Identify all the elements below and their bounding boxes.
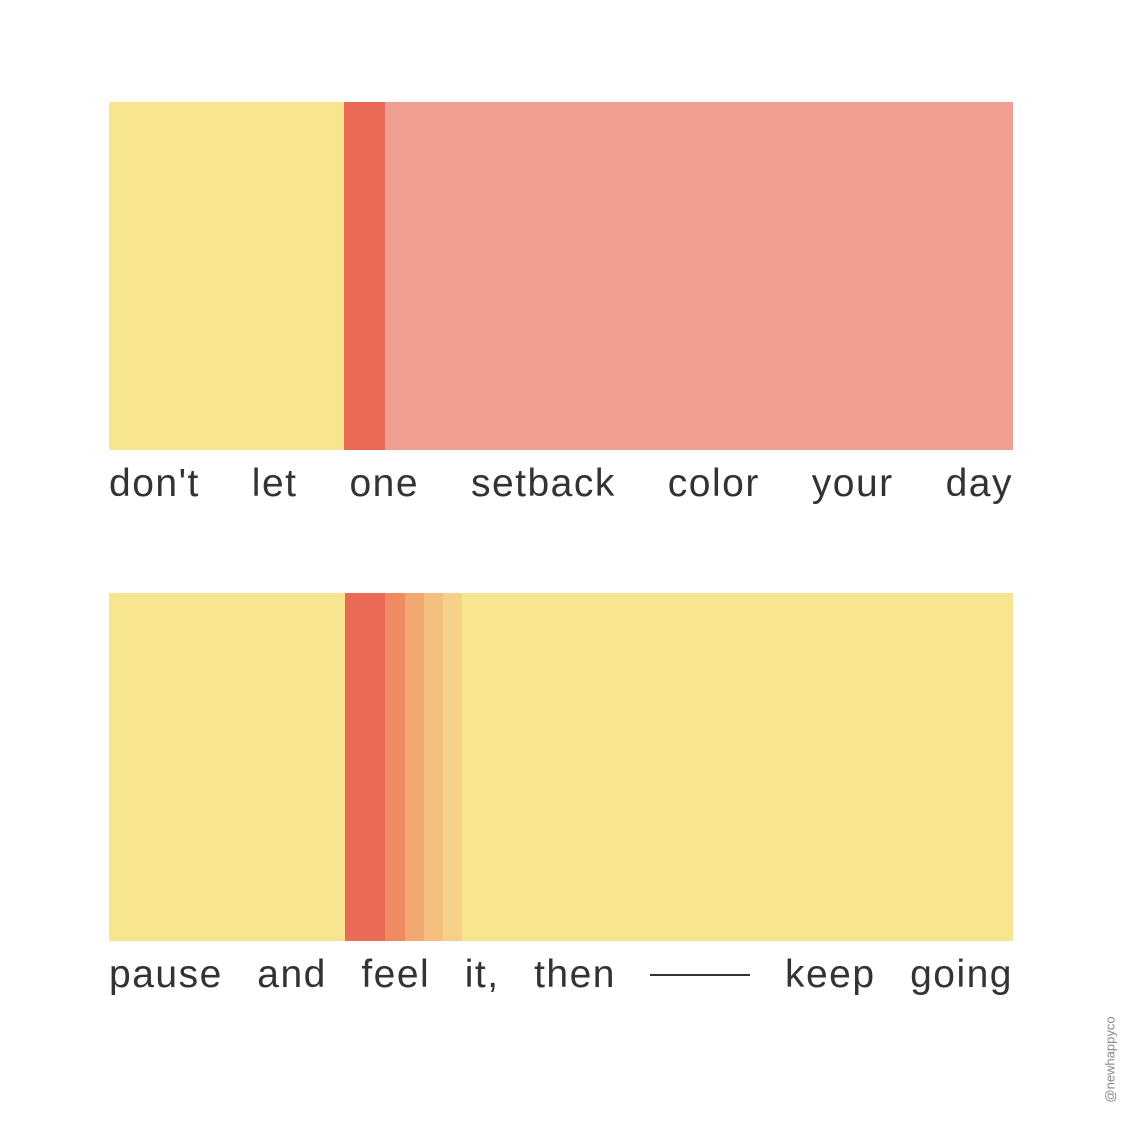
caption-word: let <box>251 462 298 505</box>
red-band <box>345 593 385 941</box>
yellow-band <box>109 102 344 450</box>
caption-word: and <box>257 953 327 996</box>
caption-word: day <box>945 462 1013 505</box>
fade-band <box>443 593 462 941</box>
caption-word: your <box>811 462 894 505</box>
caption-word: going <box>910 953 1013 996</box>
caption-word: don't <box>109 462 200 505</box>
caption-word: setback <box>470 462 616 505</box>
dash-line <box>650 974 751 976</box>
red-band <box>344 102 385 450</box>
caption-word: then <box>534 953 616 996</box>
color-block <box>109 593 1013 941</box>
caption: pause and feel it, then keep going <box>109 950 1013 1000</box>
yellow-band <box>462 593 1013 941</box>
caption-word: one <box>349 462 420 505</box>
color-block <box>109 102 1013 450</box>
caption-word: color <box>667 462 760 505</box>
caption-word: feel <box>361 953 431 996</box>
fade-band <box>385 593 405 941</box>
caption-word: it, <box>464 953 500 996</box>
pink-band <box>385 102 1013 450</box>
credit: @newhappyco <box>1102 1016 1118 1103</box>
caption-word: pause <box>109 953 223 996</box>
fade-band <box>405 593 424 941</box>
caption: don't let one setback color your day <box>109 459 1013 509</box>
yellow-band <box>109 593 345 941</box>
fade-band <box>424 593 443 941</box>
caption-word: keep <box>784 953 876 996</box>
